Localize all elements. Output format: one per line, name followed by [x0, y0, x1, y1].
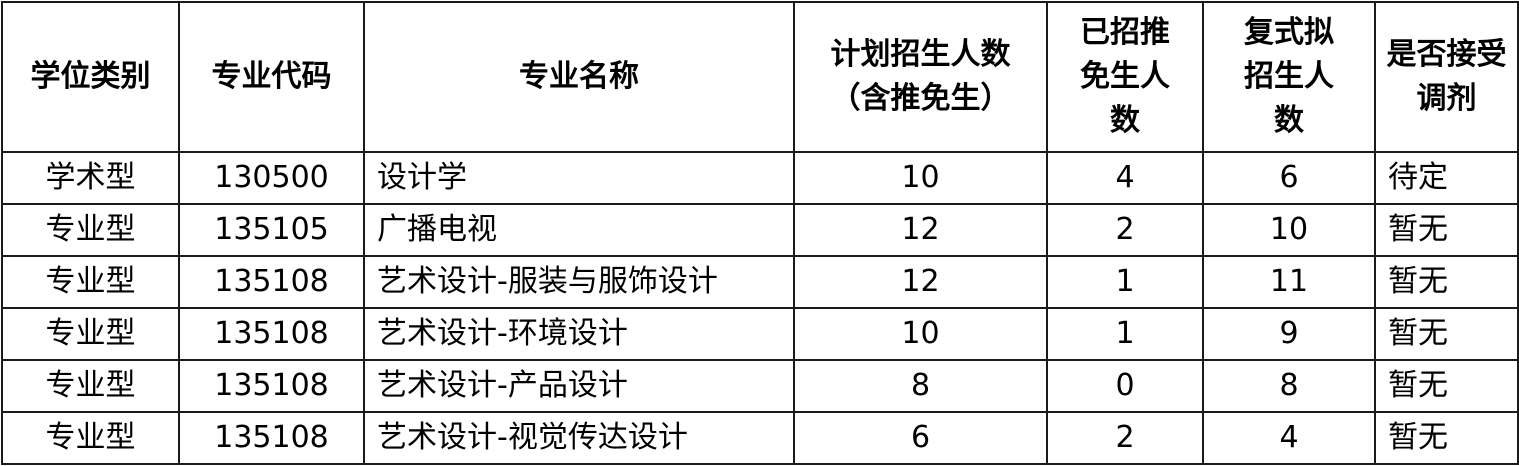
cell-retest-planned: 9	[1202, 307, 1376, 361]
header-row: 学位类别 专业代码 专业名称 计划招生人数（含推免生） 已招推免生人数 复式拟招…	[1, 1, 1519, 153]
cell-major-code: 135108	[178, 307, 365, 361]
table-row: 专业型 135108 艺术设计-环境设计 10 1 9 暂无	[1, 307, 1519, 361]
cell-recommended-admitted: 0	[1046, 359, 1204, 413]
cell-major-name: 艺术设计-产品设计	[363, 359, 795, 413]
cell-accept-adjustment: 暂无	[1374, 359, 1519, 413]
table-row: 学术型 130500 设计学 10 4 6 待定	[1, 151, 1519, 205]
cell-major-name: 艺术设计-环境设计	[363, 307, 795, 361]
cell-accept-adjustment: 暂无	[1374, 307, 1519, 361]
cell-major-name: 艺术设计-服装与服饰设计	[363, 255, 795, 309]
cell-planned-enrollment: 10	[793, 307, 1048, 361]
cell-major-name: 设计学	[363, 151, 795, 205]
cell-planned-enrollment: 12	[793, 255, 1048, 309]
cell-major-code: 135108	[178, 411, 365, 465]
cell-recommended-admitted: 2	[1046, 203, 1204, 257]
header-recommended-admitted: 已招推免生人数	[1046, 1, 1204, 153]
header-planned-enrollment: 计划招生人数（含推免生）	[793, 1, 1048, 153]
header-accept-adjustment: 是否接受调剂	[1374, 1, 1519, 153]
cell-accept-adjustment: 暂无	[1374, 255, 1519, 309]
cell-retest-planned: 10	[1202, 203, 1376, 257]
cell-accept-adjustment: 暂无	[1374, 411, 1519, 465]
cell-major-name: 广播电视	[363, 203, 795, 257]
cell-major-code: 135108	[178, 359, 365, 413]
header-retest-planned: 复式拟招生人数	[1202, 1, 1376, 153]
table-row: 专业型 135108 艺术设计-视觉传达设计 6 2 4 暂无	[1, 411, 1519, 465]
header-major-code: 专业代码	[178, 1, 365, 153]
cell-degree-type: 专业型	[1, 203, 180, 257]
cell-planned-enrollment: 8	[793, 359, 1048, 413]
cell-retest-planned: 8	[1202, 359, 1376, 413]
cell-retest-planned: 11	[1202, 255, 1376, 309]
header-major-name: 专业名称	[363, 1, 795, 153]
cell-planned-enrollment: 10	[793, 151, 1048, 205]
cell-retest-planned: 4	[1202, 411, 1376, 465]
cell-degree-type: 学术型	[1, 151, 180, 205]
table-row: 专业型 135108 艺术设计-服装与服饰设计 12 1 11 暂无	[1, 255, 1519, 309]
cell-major-name: 艺术设计-视觉传达设计	[363, 411, 795, 465]
cell-degree-type: 专业型	[1, 411, 180, 465]
cell-recommended-admitted: 2	[1046, 411, 1204, 465]
cell-recommended-admitted: 1	[1046, 307, 1204, 361]
cell-accept-adjustment: 待定	[1374, 151, 1519, 205]
cell-planned-enrollment: 12	[793, 203, 1048, 257]
cell-planned-enrollment: 6	[793, 411, 1048, 465]
cell-major-code: 130500	[178, 151, 365, 205]
cell-degree-type: 专业型	[1, 255, 180, 309]
cell-recommended-admitted: 1	[1046, 255, 1204, 309]
cell-accept-adjustment: 暂无	[1374, 203, 1519, 257]
cell-major-code: 135108	[178, 255, 365, 309]
cell-recommended-admitted: 4	[1046, 151, 1204, 205]
cell-retest-planned: 6	[1202, 151, 1376, 205]
table-row: 专业型 135105 广播电视 12 2 10 暂无	[1, 203, 1519, 257]
cell-major-code: 135105	[178, 203, 365, 257]
table-row: 专业型 135108 艺术设计-产品设计 8 0 8 暂无	[1, 359, 1519, 413]
cell-degree-type: 专业型	[1, 359, 180, 413]
header-degree-type: 学位类别	[1, 1, 180, 153]
cell-degree-type: 专业型	[1, 307, 180, 361]
